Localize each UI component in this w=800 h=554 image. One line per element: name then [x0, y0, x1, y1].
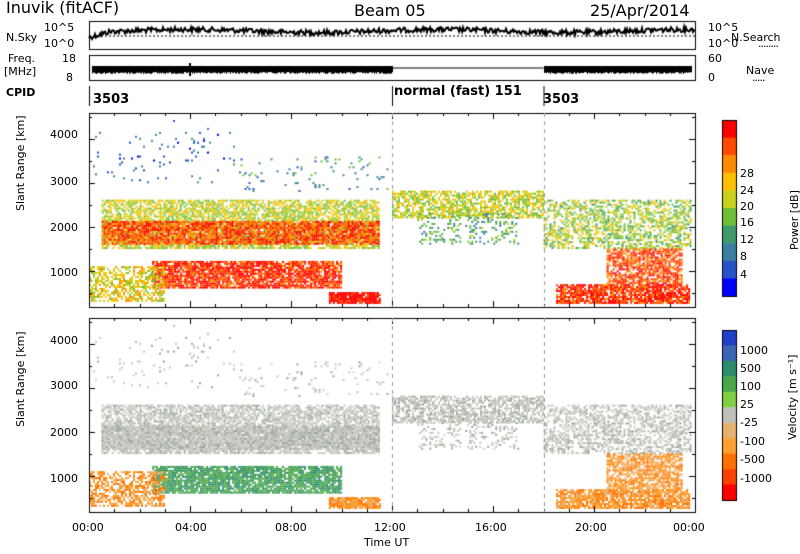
xtick-2: 08:00	[275, 521, 307, 534]
xtick-5: 20:00	[575, 521, 607, 534]
power-cbar-tick-16: 16	[740, 216, 754, 229]
velocity-ytick-4000: 4000	[50, 334, 78, 347]
cpid-segment-2: normal (fast) 151	[394, 84, 522, 99]
power-ytick-2000: 2000	[50, 221, 78, 234]
power-cbar-label: Power [dB]	[788, 190, 800, 250]
power-ylabel: Slant Range [km]	[14, 115, 27, 211]
power-cbar-tick-12: 12	[740, 233, 754, 246]
freq-tick-bottom: 8	[66, 71, 73, 84]
station-title: Inuvik (fitACF)	[6, 0, 120, 17]
cpid-label: CPID	[6, 86, 36, 99]
power-ytick-4000: 4000	[50, 128, 78, 141]
velocity-ytick-2000: 2000	[50, 426, 78, 439]
vel-cbar-tick-m100: -100	[740, 435, 765, 448]
freq-label-2: [MHz]	[4, 65, 37, 78]
xtick-3: 12:00	[374, 521, 406, 534]
x-axis-label: Time UT	[364, 536, 410, 549]
xtick-0: 00:00	[72, 521, 104, 534]
velocity-cbar-label: Velocity [m s⁻¹]	[786, 354, 799, 440]
power-cbar-tick-4: 4	[740, 268, 747, 281]
nave-tick-bottom: 0	[708, 71, 715, 84]
nave-label: Nave	[746, 64, 775, 77]
freq-tick-top: 18	[62, 52, 76, 65]
cpid-segment-1: 3503	[93, 92, 130, 107]
power-cbar-tick-24: 24	[740, 184, 754, 197]
power-ytick-3000: 3000	[50, 175, 78, 188]
power-cbar-tick-8: 8	[740, 250, 747, 263]
vel-cbar-tick-500: 500	[740, 362, 761, 375]
power-cbar-tick-20: 20	[740, 200, 754, 213]
noise-left-tick-top: 10^5	[44, 21, 75, 34]
noise-right-tick-top: 10^5	[708, 21, 739, 34]
noise-left-label: N.Sky	[6, 31, 38, 44]
cpid-segment-3: 3503	[543, 92, 580, 107]
velocity-ytick-3000: 3000	[50, 379, 78, 392]
nave-legend-dots: ·····	[752, 74, 766, 87]
power-cbar-tick-28: 28	[740, 167, 754, 180]
xtick-1: 04:00	[175, 521, 207, 534]
velocity-ytick-1000: 1000	[50, 472, 78, 485]
power-ytick-1000: 1000	[50, 266, 78, 279]
xtick-4: 16:00	[475, 521, 507, 534]
xtick-6: 00:00	[673, 521, 705, 534]
vel-cbar-tick-m500: -500	[740, 453, 765, 466]
vel-cbar-tick-m1000: -1000	[740, 472, 772, 485]
date-title: 25/Apr/2014	[590, 1, 690, 20]
vel-cbar-tick-m25: -25	[740, 416, 758, 429]
noise-right-legend-dots: ········	[758, 40, 779, 53]
freq-label-1: Freq.	[8, 52, 36, 65]
vel-cbar-tick-1000: 1000	[740, 344, 768, 357]
nave-tick-top: 60	[708, 52, 722, 65]
vel-cbar-tick-100: 100	[740, 380, 761, 393]
beam-title: Beam 05	[354, 1, 426, 20]
noise-left-tick-bottom: 10^0	[44, 37, 75, 50]
vel-cbar-tick-25: 25	[740, 398, 754, 411]
velocity-ylabel: Slant Range [km]	[14, 331, 27, 427]
noise-right-label: N.Search	[731, 31, 781, 44]
noise-right-tick-bottom: 10^0	[708, 37, 739, 50]
